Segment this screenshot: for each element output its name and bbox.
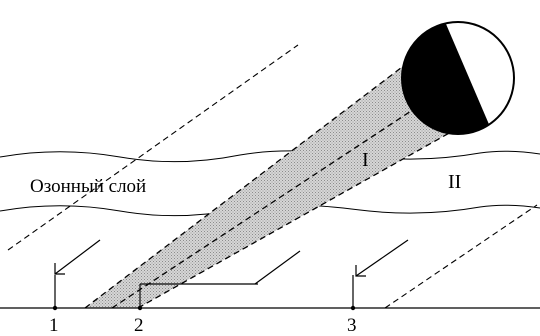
umbra-edge-right	[137, 117, 477, 309]
point-1-dot	[52, 305, 58, 311]
point-label-1: 1	[49, 315, 59, 336]
ray-arrow-3	[355, 239, 409, 277]
region-label-penumbra: II	[448, 171, 461, 193]
point-label-3: 3	[347, 315, 357, 336]
umbra-band	[85, 58, 476, 308]
ozone-layer-top-boundary	[0, 150, 540, 163]
umbra-center-line	[111, 87, 447, 309]
region-label-umbra: I	[362, 149, 369, 171]
point-label-2: 2	[134, 315, 144, 336]
penumbra-edge-right	[384, 204, 538, 309]
penumbra-edge-left	[7, 44, 299, 251]
point-2-dot	[137, 305, 143, 311]
ray-arrow-1	[54, 239, 101, 275]
umbra-edge-left	[84, 57, 415, 309]
ray-arrow-2	[254, 250, 301, 285]
ozone-layer-label: Озонный слой	[30, 176, 146, 197]
point-3-dot	[350, 305, 356, 311]
